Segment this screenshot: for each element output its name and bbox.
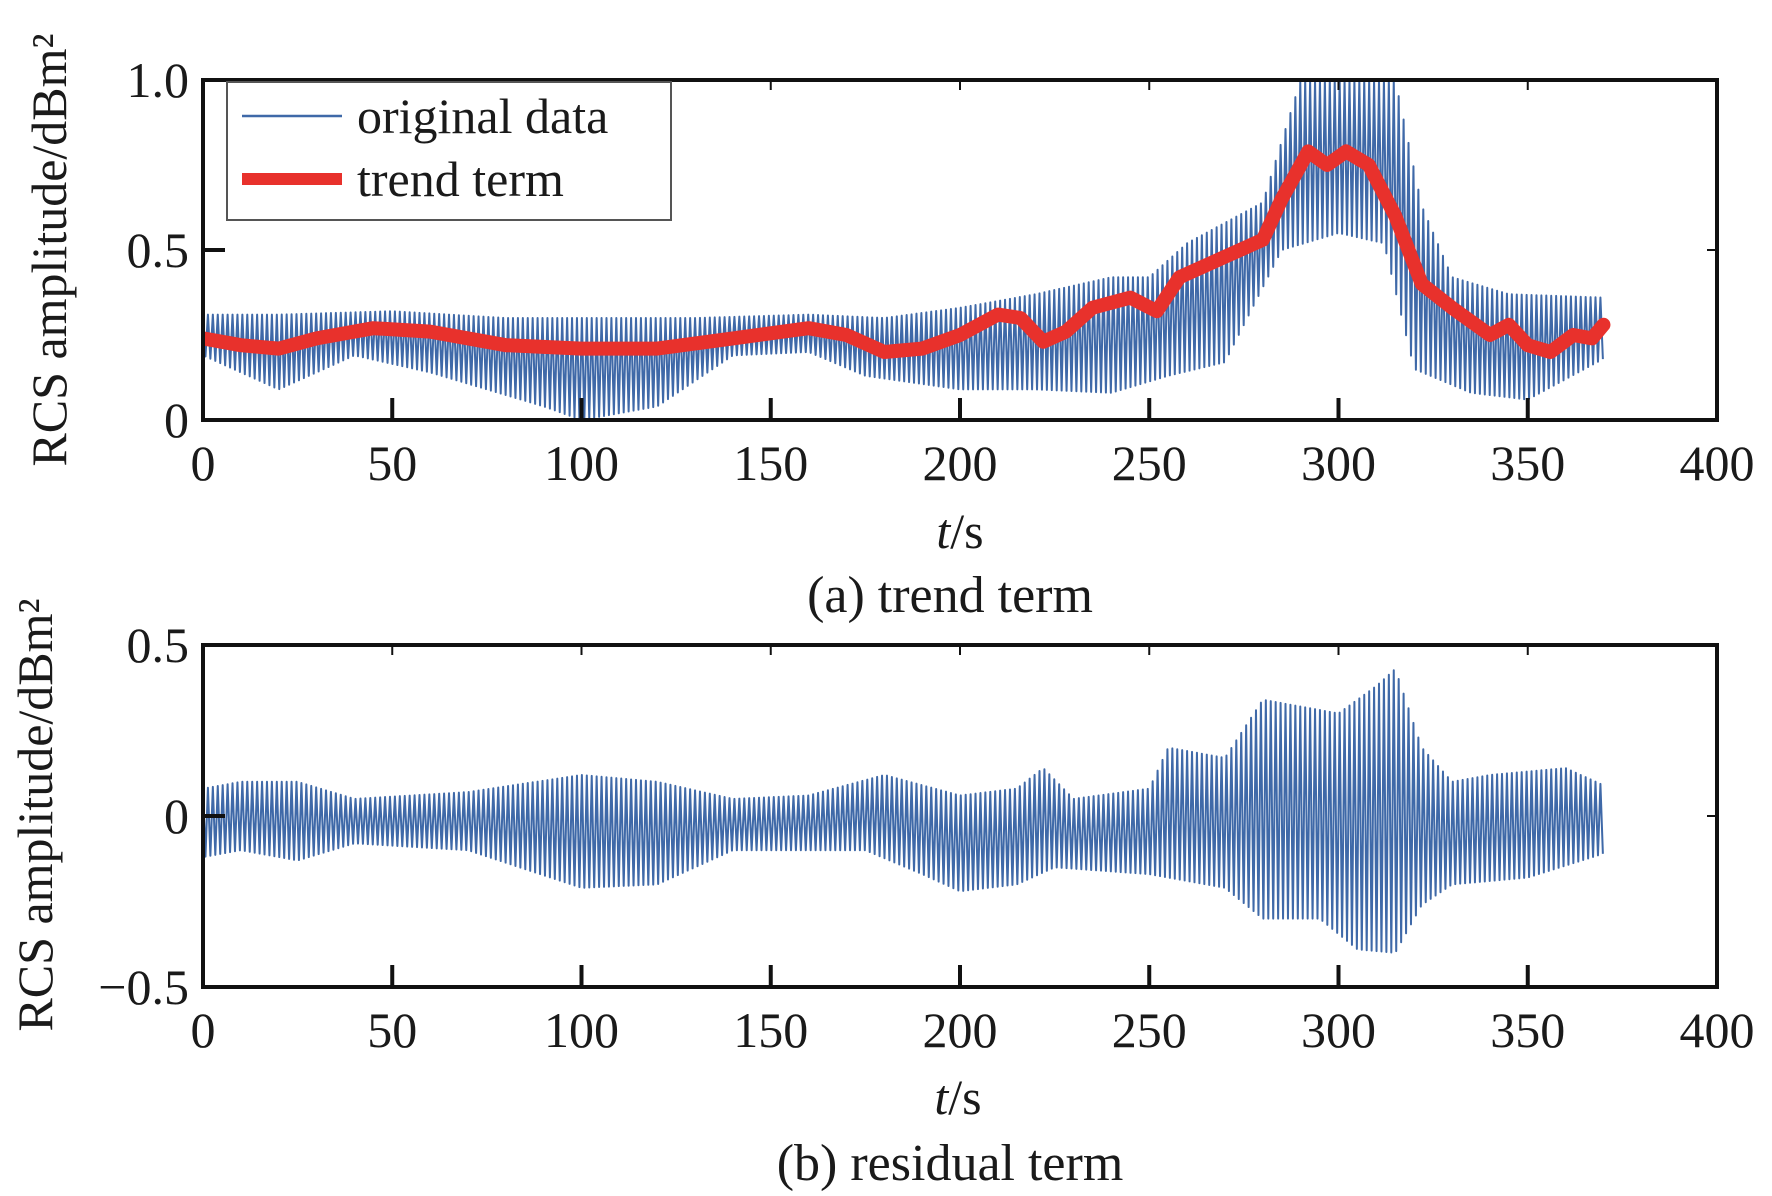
panel-b-residual: 0 50 100 150 200 250 300 350 400 0.50−0.5 RCS am… [7, 598, 1755, 1192]
x-tick-label: 0 [191, 1002, 216, 1058]
panel-a-plot-area [205, 82, 1611, 418]
panel-a-x-tick-labels: 0 50 100 150 200 250 300 350 400 [191, 435, 1755, 491]
panel-a-x-axis-unit: /s [950, 503, 983, 559]
x-tick-label: 0 [191, 435, 216, 491]
x-tick-label: 300 [1301, 1002, 1376, 1058]
panel-b-caption: (b) residual term [777, 1135, 1124, 1192]
x-tick-label: 250 [1112, 1002, 1187, 1058]
panel-b-y-axis-label: RCS amplitude/dBm² [7, 598, 63, 1031]
panel-a-caption: (a) trend term [807, 567, 1093, 624]
x-tick-label: 50 [367, 435, 417, 491]
legend-label-original-data: original data [357, 88, 608, 144]
panel-b-x-tick-labels: 0 50 100 150 200 250 300 350 400 [191, 1002, 1755, 1058]
x-tick-label: 250 [1112, 435, 1187, 491]
x-tick-label: 150 [733, 435, 808, 491]
panel-b-x-axis-unit: /s [948, 1069, 981, 1125]
x-tick-label: 200 [923, 1002, 998, 1058]
panel-a-trend: 0 50 100 150 200 250 300 350 400 0 0.5 1.0 RCS amp… [21, 33, 1755, 624]
panel-a-x-axis-variable: t [936, 503, 951, 559]
panel-b-plot-area [205, 669, 1604, 954]
x-tick-label: 100 [544, 435, 619, 491]
series-residual-line [205, 669, 1604, 954]
x-tick-label: 400 [1680, 435, 1755, 491]
y-tick-label: 1.0 [127, 52, 190, 108]
x-tick-label: 350 [1490, 435, 1565, 491]
panel-a-legend: original data trend term [226, 81, 672, 221]
x-tick-label: 150 [733, 1002, 808, 1058]
legend-label-trend-term: trend term [357, 151, 564, 207]
panel-a-y-axis-label: RCS amplitude/dBm² [21, 33, 77, 466]
panel-a-ticks [201, 78, 1719, 422]
y-tick-label: 0.5 [127, 617, 190, 673]
y-tick-label: 0 [164, 392, 189, 448]
x-tick-label: 350 [1490, 1002, 1565, 1058]
panel-a-x-axis-label: t/s [936, 503, 983, 559]
series-trend-term-line [205, 144, 1611, 359]
y-tick-label: −0.5 [98, 959, 189, 1015]
panel-b-ticks [201, 643, 1719, 989]
panel-b-y-tick-labels: 0.5 0 −0.5 [98, 617, 189, 1015]
x-tick-label: 300 [1301, 435, 1376, 491]
x-tick-label: 50 [367, 1002, 417, 1058]
x-tick-label: 100 [544, 1002, 619, 1058]
panel-a-y-tick-labels: 0 0.5 1.0 [127, 52, 190, 448]
x-tick-label: 400 [1680, 1002, 1755, 1058]
y-tick-label: 0.5 [127, 222, 190, 278]
y-tick-label: 0 [164, 788, 189, 844]
panel-b-x-axis-label: t/s [934, 1069, 981, 1125]
panel-b-x-axis-variable: t [934, 1069, 949, 1125]
legend-box [226, 81, 672, 221]
x-tick-label: 200 [923, 435, 998, 491]
